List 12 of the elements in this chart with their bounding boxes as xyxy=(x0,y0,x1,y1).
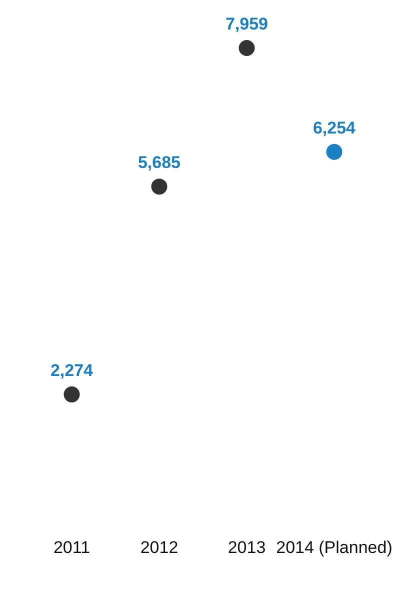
point xyxy=(238,40,255,56)
x-tick-label: 2011 xyxy=(53,538,90,558)
point xyxy=(151,178,168,195)
data-label: 2,274 xyxy=(50,360,94,380)
data-label: 7,959 xyxy=(225,14,268,34)
data-label: 5,685 xyxy=(138,153,181,172)
data-label: 6,254 xyxy=(312,118,356,138)
x-tick-label: 2014 (Planned) xyxy=(276,538,392,558)
point xyxy=(326,144,342,160)
point xyxy=(64,386,80,402)
x-tick-label: 2012 xyxy=(140,538,178,558)
x-tick-label: 2013 xyxy=(228,538,266,558)
